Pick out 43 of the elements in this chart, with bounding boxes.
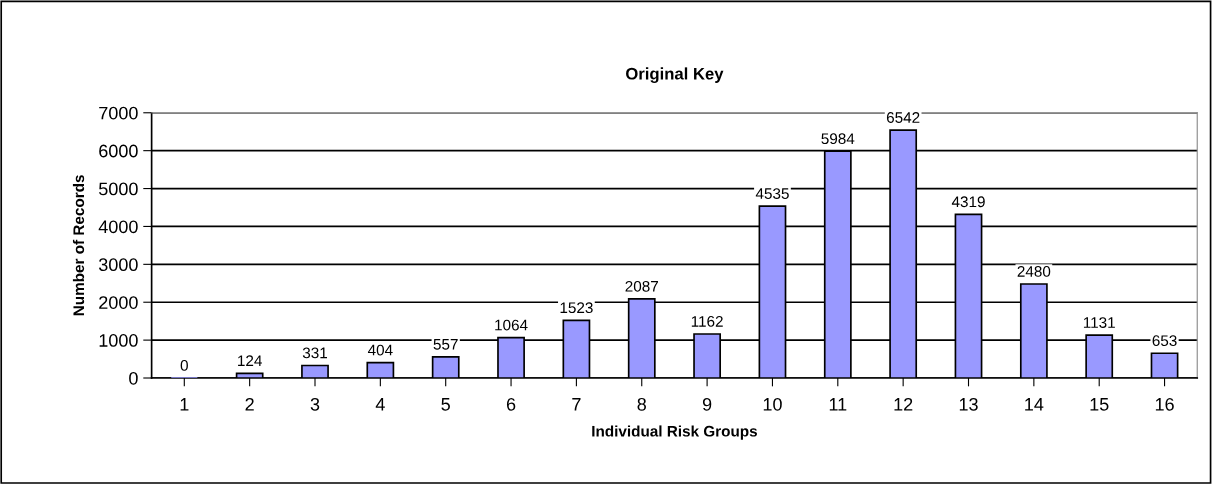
- y-tick-label: 1000: [99, 334, 138, 347]
- data-label: 1064: [495, 319, 528, 331]
- y-tick-label: 5000: [98, 182, 138, 196]
- x-tick-label: 14: [1025, 398, 1044, 411]
- data-label: 1162: [691, 315, 723, 327]
- data-label: 653: [1152, 335, 1177, 347]
- y-tick-label: 2000: [99, 296, 138, 309]
- data-label: 0: [180, 360, 188, 371]
- data-label: 2480: [1017, 266, 1051, 277]
- data-label: 4535: [755, 188, 789, 199]
- x-tick-label: 15: [1090, 398, 1109, 411]
- x-tick-label: 1: [180, 398, 189, 411]
- x-tick-label: 16: [1155, 397, 1174, 411]
- data-label: 5984: [821, 133, 855, 145]
- x-tick-label: 8: [637, 397, 646, 411]
- x-tick-label: 7: [572, 398, 581, 411]
- data-label: 2087: [625, 280, 658, 292]
- x-tick-label: 6: [506, 397, 516, 411]
- chart-title: Original Key: [626, 67, 724, 83]
- x-axis-title: Individual Risk Groups: [592, 425, 757, 440]
- x-tick-label: 2: [245, 397, 254, 411]
- x-tick-label: 3: [310, 397, 320, 411]
- data-label: 557: [433, 339, 458, 350]
- y-tick-label: 0: [129, 371, 138, 385]
- x-tick-label: 12: [894, 397, 913, 411]
- y-tick-label: 4000: [98, 220, 138, 234]
- x-tick-label: 11: [829, 398, 847, 411]
- y-axis-title: Number of Records: [72, 175, 85, 316]
- x-tick-label: 4: [375, 398, 385, 411]
- data-label: 124: [238, 355, 262, 366]
- y-tick-label: 6000: [99, 144, 138, 158]
- data-label: 1131: [1083, 317, 1115, 328]
- data-label: 404: [367, 344, 393, 356]
- x-tick-label: 9: [702, 397, 712, 411]
- data-label: 6542: [886, 112, 920, 123]
- x-tick-label: 5: [441, 398, 450, 411]
- data-label: 331: [302, 347, 327, 359]
- data-label: 4319: [951, 196, 985, 208]
- x-tick-label: 10: [763, 397, 782, 411]
- y-tick-label: 3000: [98, 258, 138, 272]
- data-label: 1523: [560, 302, 593, 314]
- y-tick-label: 7000: [99, 106, 138, 120]
- x-tick-label: 13: [959, 397, 978, 411]
